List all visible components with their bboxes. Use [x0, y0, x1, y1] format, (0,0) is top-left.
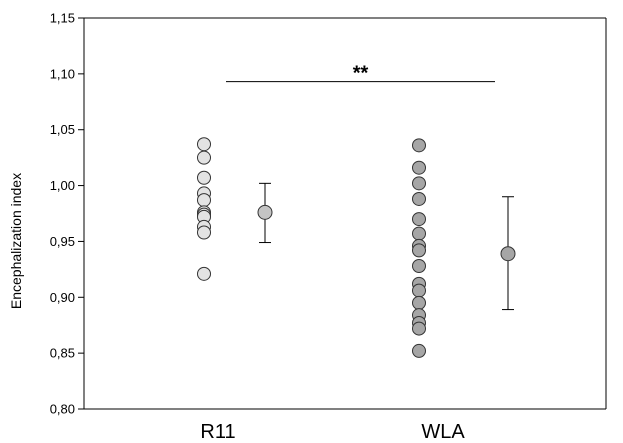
data-point [412, 138, 426, 153]
y-tick-label: 0,90 [50, 290, 75, 305]
data-point [412, 321, 426, 336]
data-point [197, 137, 211, 152]
data-point [412, 226, 426, 241]
data-point [412, 283, 426, 298]
data-point [412, 243, 426, 258]
x-category-label: R11 [200, 421, 235, 443]
data-marks [197, 137, 516, 358]
data-point [412, 295, 426, 310]
y-ticks: 0,80 0,85 0,90 0,95 1,00 1,05 1,10 1,15 [50, 11, 84, 417]
significance-label: ** [353, 63, 369, 85]
y-tick-label: 0,80 [50, 402, 75, 417]
axes: R11 WLA [83, 17, 607, 443]
y-axis-title: Encephalization index [8, 173, 24, 309]
y-tick-label: 1,00 [50, 178, 75, 193]
data-point [197, 193, 211, 208]
data-point [197, 150, 211, 165]
data-point [412, 212, 426, 227]
y-tick-label: 1,15 [50, 11, 75, 26]
mean-point [257, 204, 273, 220]
annotations: ** [226, 63, 495, 85]
x-category-label: WLA [421, 421, 465, 443]
y-tick-label: 1,05 [50, 122, 75, 137]
data-point [197, 266, 211, 281]
data-point [197, 225, 211, 240]
data-point [412, 191, 426, 206]
mean-point [500, 246, 516, 262]
y-tick-label: 1,10 [50, 66, 75, 81]
data-point [412, 259, 426, 274]
y-tick-label: 0,95 [50, 234, 75, 249]
data-point [197, 170, 211, 185]
data-point [412, 343, 426, 358]
data-point [412, 160, 426, 175]
y-tick-label: 0,85 [50, 346, 75, 361]
data-point [412, 176, 426, 191]
